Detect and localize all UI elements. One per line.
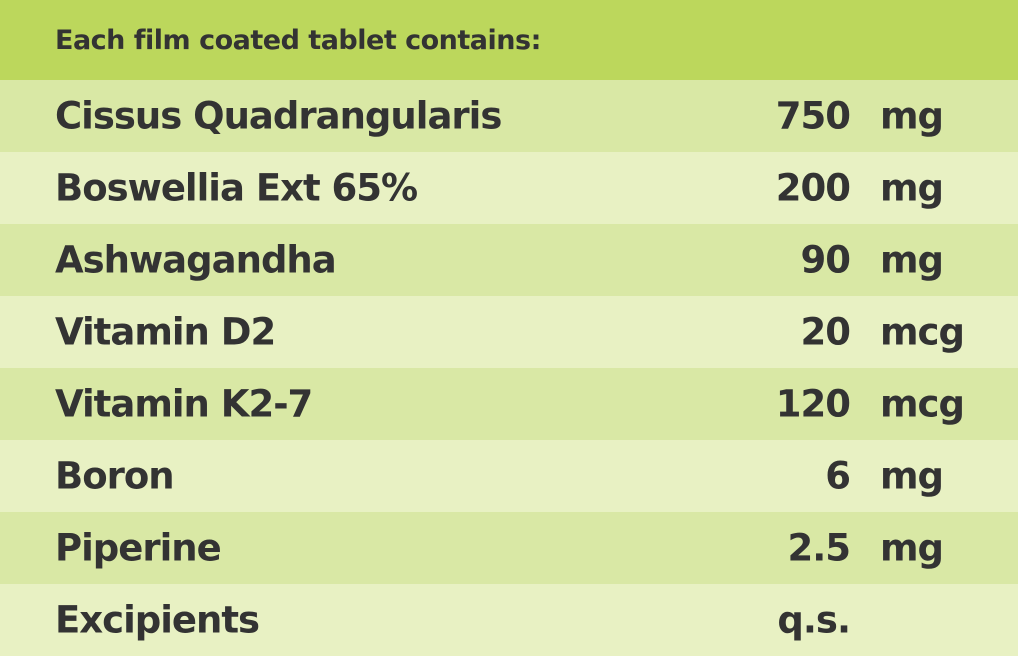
ingredient-name: Vitamin K2-7 [55,382,313,426]
ingredient-unit: mg [880,526,944,570]
ingredient-name: Boswellia Ext 65% [55,166,418,210]
ingredient-name: Piperine [55,526,222,570]
ingredient-unit: mg [880,94,944,138]
table-row: Piperine 2.5 mg [0,512,1018,584]
ingredient-amount: 90 [800,238,851,282]
table-row: Cissus Quadrangularis 750 mg [0,80,1018,152]
ingredient-amount: 750 [775,94,851,138]
table-row: Excipients q.s. [0,584,1018,656]
ingredient-unit: mcg [880,382,965,426]
ingredient-amount: 2.5 [787,526,851,570]
ingredients-table: Cissus Quadrangularis 750 mg Boswellia Ext … [0,80,1018,656]
ingredient-amount: 20 [800,310,851,354]
ingredient-amount: q.s. [777,598,851,642]
ingredient-name: Vitamin D2 [55,310,276,354]
table-row: Vitamin D2 20 mcg [0,296,1018,368]
ingredient-unit: mg [880,454,944,498]
table-header: Each film coated tablet contains: [0,0,1018,80]
ingredient-amount: 200 [775,166,851,210]
table-row: Vitamin K2-7 120 mcg [0,368,1018,440]
ingredient-unit: mg [880,166,944,210]
ingredient-name: Ashwagandha [55,238,337,282]
ingredient-unit: mcg [880,310,965,354]
table-row: Boswellia Ext 65% 200 mg [0,152,1018,224]
ingredient-unit: mg [880,238,944,282]
table-row: Boron 6 mg [0,440,1018,512]
ingredient-name: Boron [55,454,175,498]
ingredient-amount: 120 [775,382,851,426]
table-row: Ashwagandha 90 mg [0,224,1018,296]
ingredient-name: Excipients [55,598,260,642]
ingredient-amount: 6 [825,454,851,498]
ingredient-name: Cissus Quadrangularis [55,94,502,138]
header-title: Each film coated tablet contains: [55,24,541,56]
